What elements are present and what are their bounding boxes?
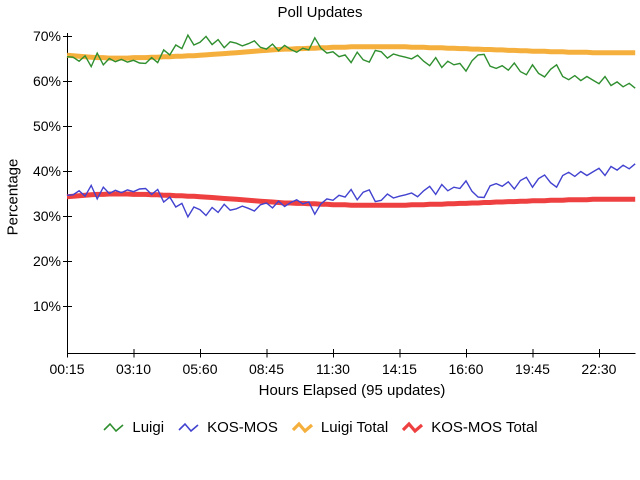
y-tick-label: 50% [33, 118, 61, 134]
y-tick-label: 30% [33, 208, 61, 224]
legend-label-kos-mos-total: KOS-MOS Total [431, 419, 538, 436]
x-tick-label: 14:15 [382, 361, 417, 377]
kos-mos-line-sample-icon [178, 422, 199, 433]
legend-zigzag-glyph [291, 421, 313, 434]
series-kos-mos-total [66, 191, 636, 208]
x-tick-label: 08:45 [249, 361, 284, 377]
x-tick-label: 05:60 [182, 361, 217, 377]
x-tick-label: 22:30 [581, 361, 616, 377]
x-tick-label: 19:45 [515, 361, 550, 377]
y-tick-label: 20% [33, 253, 61, 269]
legend-zigzag-glyph [178, 422, 199, 433]
y-tick-label: 40% [33, 163, 61, 179]
y-axis-title: Percentage [4, 158, 22, 236]
series-luigi-total [66, 44, 636, 61]
x-axis-title: Hours Elapsed (95 updates) [258, 382, 446, 399]
legend-zigzag-glyph [402, 421, 424, 434]
legend-item-kos-mos-total: KOS-MOS Total [401, 419, 538, 436]
x-tick-label: 03:10 [116, 361, 151, 377]
series-luigi [66, 33, 636, 89]
y-tick-label: 10% [33, 298, 61, 314]
legend-zigzag-glyph [103, 422, 124, 433]
y-tick-label: 70% [33, 28, 61, 44]
y-tick-label: 60% [33, 73, 61, 89]
legend-item-luigi-total: Luigi Total [291, 419, 388, 436]
luigi-total-line-sample-icon [291, 421, 313, 434]
x-tick-label: 16:60 [448, 361, 483, 377]
x-tick-label: 00:15 [49, 361, 84, 377]
legend-label-luigi: Luigi [132, 419, 165, 436]
legend-item-luigi: Luigi [102, 419, 164, 436]
series-kos-mos [66, 163, 636, 219]
legend-item-kos-mos: KOS-MOS [177, 419, 278, 436]
legend-label-kos-mos: KOS-MOS [207, 419, 278, 436]
x-tick-label: 11:30 [316, 361, 350, 377]
kos-mos-total-line-sample-icon [402, 421, 424, 434]
legend-label-luigi-total: Luigi Total [320, 419, 389, 436]
chart-title: Poll Updates [277, 4, 363, 21]
luigi-line-sample-icon [103, 422, 124, 433]
legend: Luigi KOS-MOS Luigi Total KOS-MOS Total [0, 419, 640, 436]
